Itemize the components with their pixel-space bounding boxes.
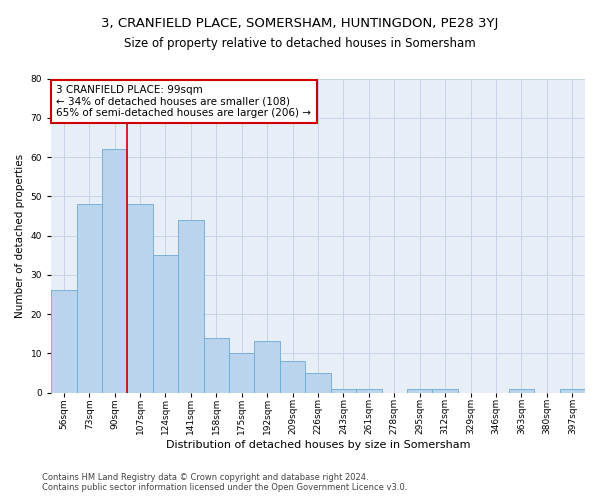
Text: 3, CRANFIELD PLACE, SOMERSHAM, HUNTINGDON, PE28 3YJ: 3, CRANFIELD PLACE, SOMERSHAM, HUNTINGDO… (101, 18, 499, 30)
Text: Size of property relative to detached houses in Somersham: Size of property relative to detached ho… (124, 38, 476, 51)
Bar (102, 149, 127, 392)
Bar (433, 388, 458, 392)
X-axis label: Distribution of detached houses by size in Somersham: Distribution of detached houses by size … (166, 440, 470, 450)
Bar (229, 354, 254, 393)
Bar (331, 388, 356, 392)
Text: Contains HM Land Registry data © Crown copyright and database right 2024.: Contains HM Land Registry data © Crown c… (42, 474, 368, 482)
Bar (51, 290, 77, 392)
Bar (153, 255, 178, 392)
Bar (509, 388, 534, 392)
Bar (178, 220, 203, 392)
Text: 3 CRANFIELD PLACE: 99sqm
← 34% of detached houses are smaller (108)
65% of semi-: 3 CRANFIELD PLACE: 99sqm ← 34% of detach… (56, 85, 311, 118)
Bar (77, 204, 102, 392)
Bar (560, 388, 585, 392)
Bar (407, 388, 433, 392)
Text: Contains public sector information licensed under the Open Government Licence v3: Contains public sector information licen… (42, 484, 407, 492)
Bar (127, 204, 153, 392)
Bar (254, 342, 280, 392)
Bar (356, 388, 382, 392)
Bar (305, 373, 331, 392)
Bar (280, 361, 305, 392)
Bar (203, 338, 229, 392)
Y-axis label: Number of detached properties: Number of detached properties (15, 154, 25, 318)
